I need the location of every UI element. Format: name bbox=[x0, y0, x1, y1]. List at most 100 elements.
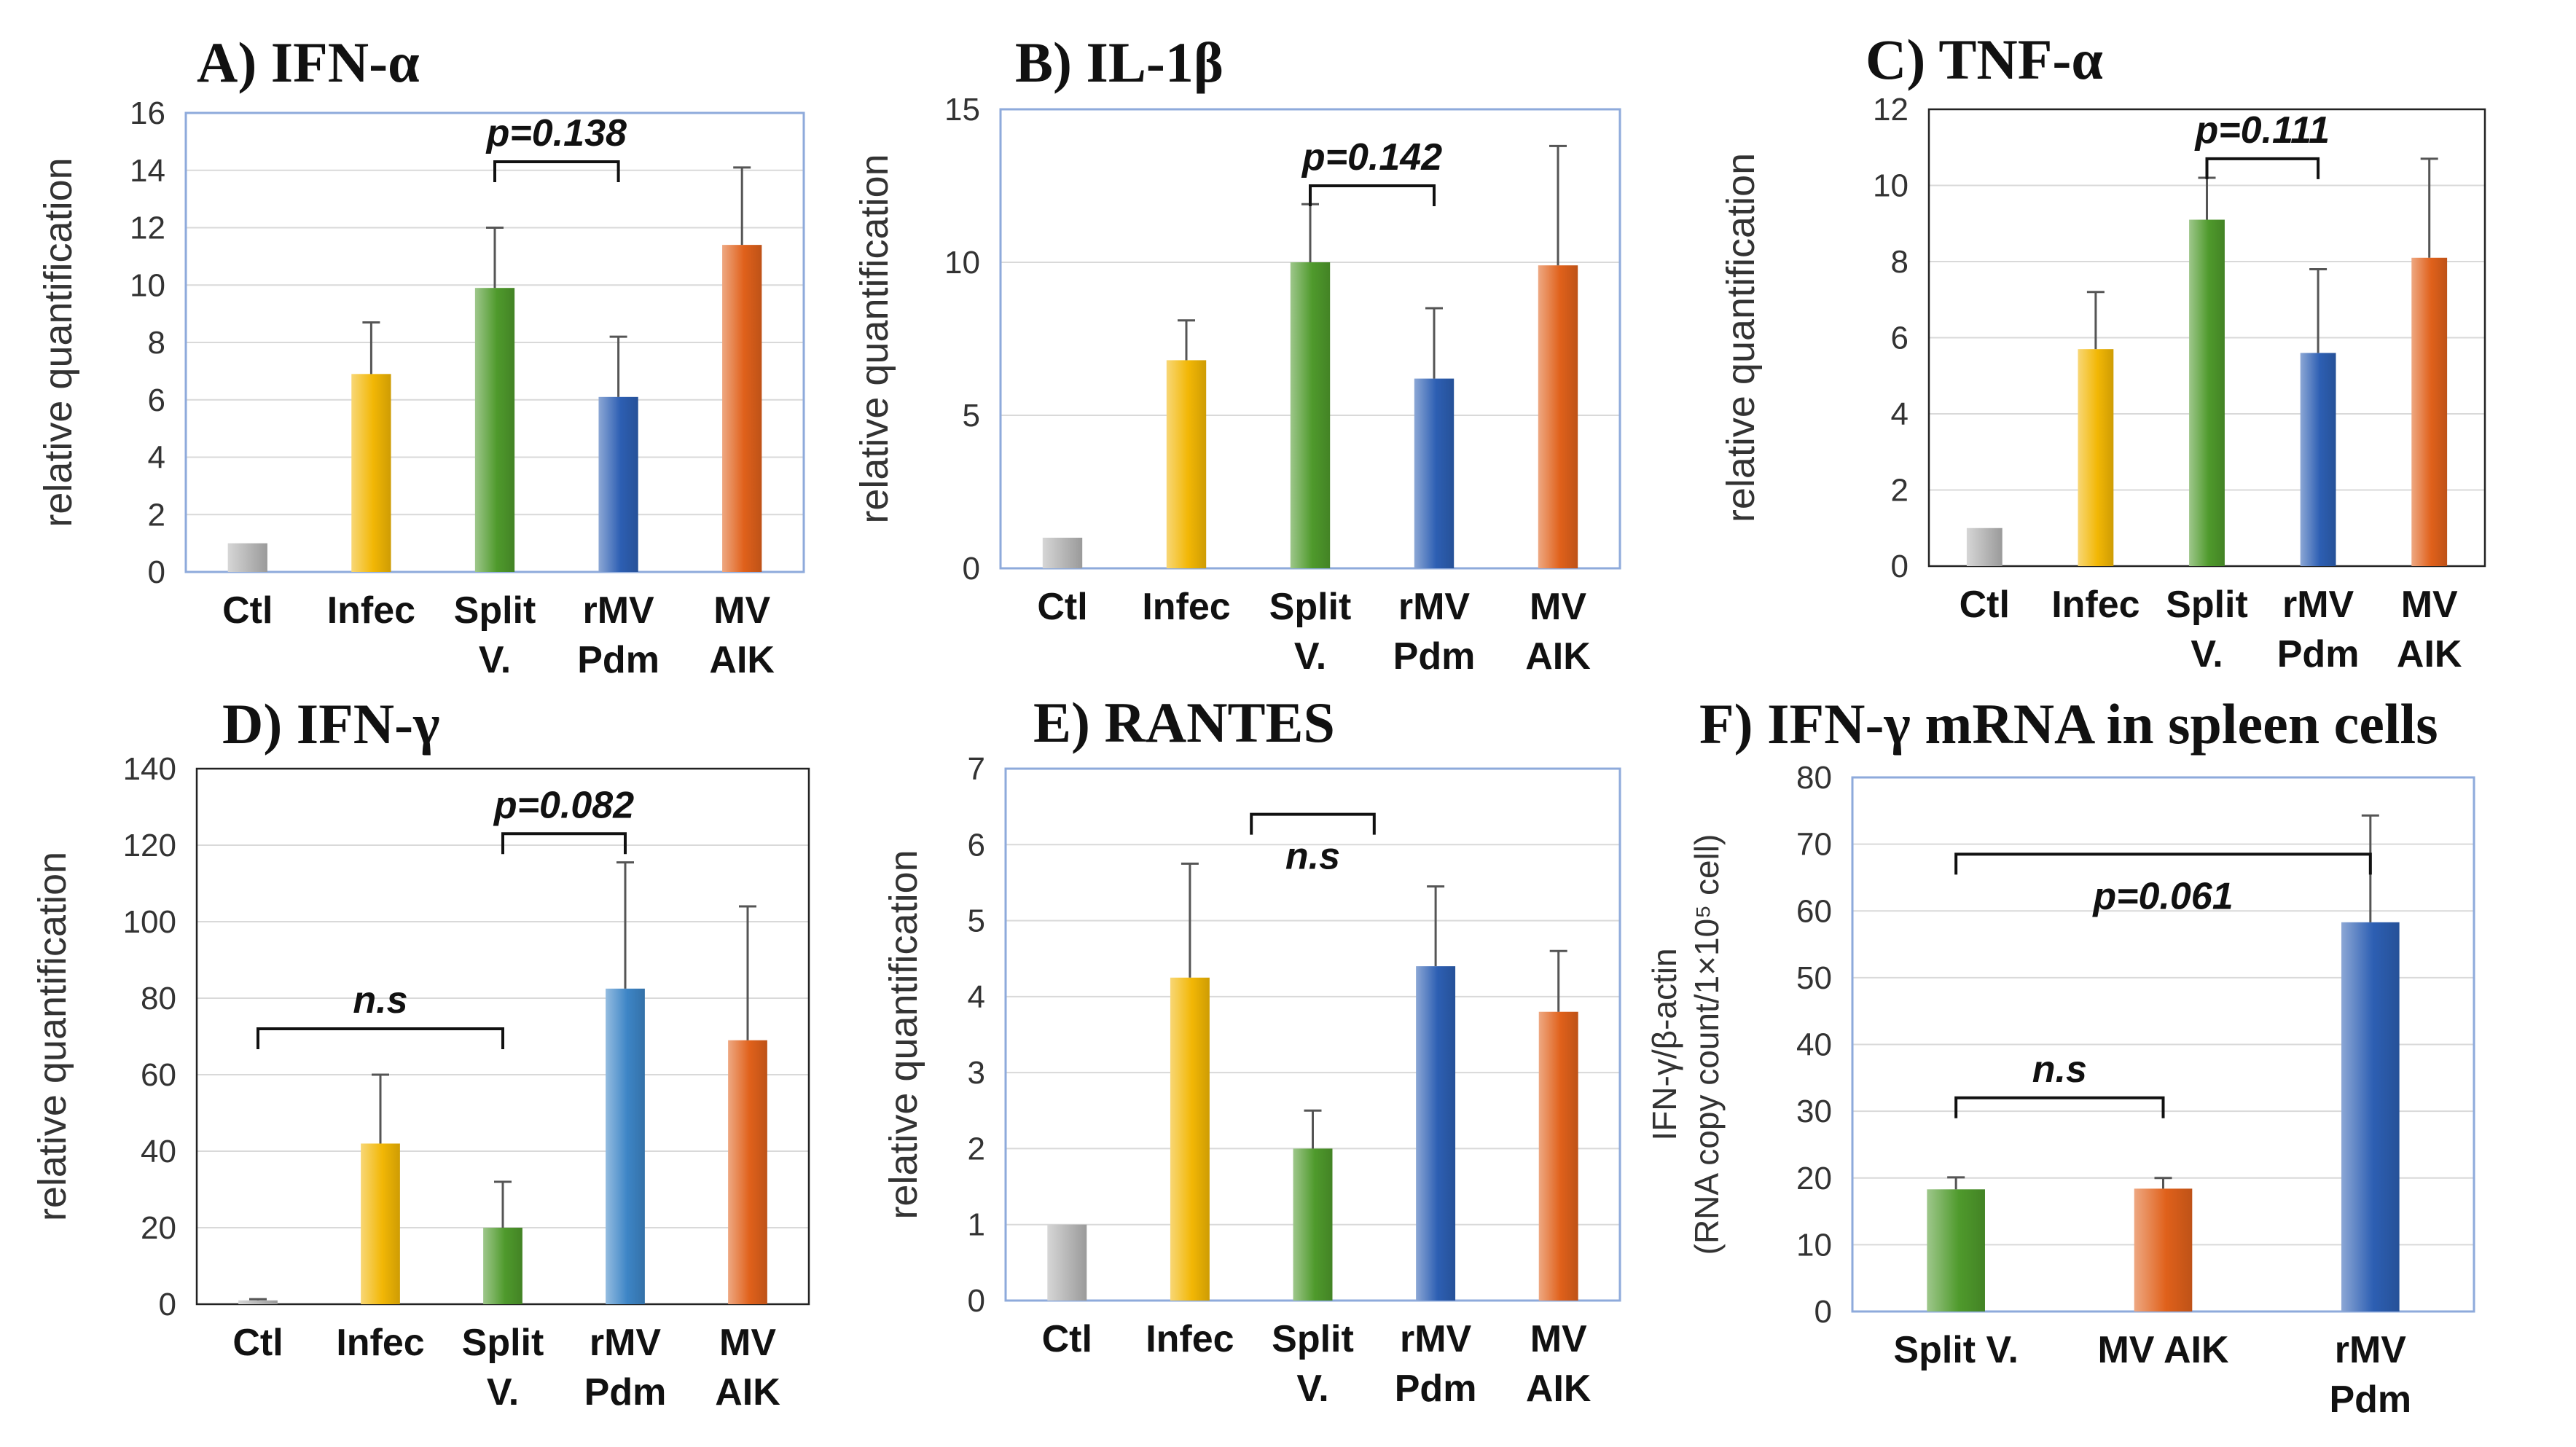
panel-a: A) IFN-α 0 2 4 6 8 10 12 14 16 relative quantifica… bbox=[36, 31, 805, 681]
chart-title: B) IL-1β bbox=[1015, 31, 1224, 94]
x-category-label: Infec bbox=[1146, 1318, 1234, 1360]
y-tick-label: 40 bbox=[1796, 1027, 1832, 1063]
x-category-label: V. bbox=[2191, 633, 2223, 675]
bar-infec bbox=[2078, 349, 2114, 566]
chart-title: E) RANTES bbox=[1033, 691, 1335, 754]
y-tick-label: 2 bbox=[148, 497, 165, 533]
y-tick-label: 80 bbox=[1796, 760, 1832, 796]
x-category-label: rMV bbox=[2335, 1329, 2407, 1371]
x-category-label: MV bbox=[1530, 586, 1586, 628]
y-tick-label: 10 bbox=[1796, 1227, 1832, 1263]
panel-d: D) IFN-γ 0 20 40 60 80 100 120 140 relative quant… bbox=[31, 692, 810, 1413]
x-category-label: AIK bbox=[1526, 1368, 1592, 1410]
x-category-label: rMV bbox=[2282, 584, 2354, 626]
x-category-label: Pdm bbox=[1393, 635, 1476, 678]
y-tick-label: 4 bbox=[968, 979, 985, 1015]
y-tick-label: 50 bbox=[1796, 960, 1832, 996]
y-tick-label: 30 bbox=[1796, 1094, 1832, 1129]
x-category-label: AIK bbox=[1525, 635, 1591, 678]
panel-b: B) IL-1β 0 5 10 15 relative quantification Ctl… bbox=[853, 31, 1621, 678]
x-category-label: Ctl bbox=[1042, 1318, 1092, 1360]
y-tick-label: 100 bbox=[123, 904, 176, 940]
significance-bracket bbox=[1954, 852, 2372, 875]
bar-mv-aik bbox=[1538, 265, 1578, 568]
y-tick-label: 0 bbox=[148, 554, 165, 590]
significance-bracket bbox=[1250, 812, 1376, 835]
y-tick-label: 60 bbox=[1796, 893, 1832, 929]
x-category-label: MV bbox=[2401, 584, 2458, 626]
x-category-label: Infec bbox=[1142, 586, 1230, 628]
y-tick-label: 0 bbox=[1891, 549, 1908, 584]
y-tick-label: 15 bbox=[944, 92, 980, 128]
y-tick-label: 60 bbox=[141, 1057, 176, 1093]
y-tick-label: 70 bbox=[1796, 827, 1832, 863]
x-category-label: rMV bbox=[582, 589, 654, 632]
y-tick-label: 4 bbox=[148, 440, 165, 476]
bar-split-v bbox=[2189, 219, 2225, 566]
significance-label: n.s bbox=[353, 979, 407, 1021]
bar-rmv-pdm bbox=[2341, 922, 2400, 1311]
y-tick-label: 16 bbox=[130, 95, 165, 131]
y-tick-label: 7 bbox=[968, 751, 985, 787]
x-category-label: MV bbox=[1530, 1318, 1587, 1360]
y-tick-label: 10 bbox=[944, 245, 980, 281]
x-category-label: Pdm bbox=[2329, 1379, 2411, 1421]
significance-bracket bbox=[2205, 157, 2320, 179]
x-category-label: Split bbox=[2166, 584, 2248, 626]
bar-infec bbox=[361, 1143, 400, 1304]
significance-bracket bbox=[493, 160, 620, 182]
significance-bracket bbox=[501, 832, 627, 855]
bar-ctl bbox=[1966, 528, 2003, 566]
significance-bracket bbox=[257, 1027, 504, 1049]
x-category-label: Split bbox=[1269, 586, 1352, 628]
significance-label: p=0.142 bbox=[1301, 136, 1442, 179]
y-tick-label: 120 bbox=[123, 828, 176, 863]
y-tick-label: 14 bbox=[130, 153, 165, 189]
y-tick-label: 8 bbox=[1891, 244, 1908, 280]
chart-title: F) IFN-γ mRNA in spleen cells bbox=[1699, 692, 2438, 756]
y-tick-label: 0 bbox=[1814, 1294, 1832, 1330]
bar-split-v bbox=[1293, 1148, 1333, 1301]
bar-ctl bbox=[238, 1300, 278, 1304]
x-category-label: rMV bbox=[1398, 586, 1471, 628]
y-axis-label: relative quantification bbox=[1719, 153, 1763, 522]
chart-title: C) TNF-α bbox=[1866, 28, 2103, 91]
x-category-label: Split V. bbox=[1893, 1329, 2018, 1371]
x-category-label: Infec bbox=[327, 589, 415, 632]
y-tick-label: 2 bbox=[1891, 473, 1908, 509]
y-tick-label: 0 bbox=[968, 1283, 985, 1319]
bar-rmv-pdm bbox=[1416, 966, 1456, 1301]
y-tick-label: 8 bbox=[148, 325, 165, 361]
significance-label: p=0.111 bbox=[2194, 109, 2330, 152]
x-category-label: MV bbox=[713, 589, 770, 632]
y-tick-label: 6 bbox=[148, 383, 165, 418]
y-tick-label: 4 bbox=[1891, 396, 1908, 432]
y-axis-label: relative quantification bbox=[31, 852, 74, 1221]
x-category-label: V. bbox=[479, 639, 511, 681]
bar-mv-aik bbox=[722, 245, 762, 572]
y-tick-label: 6 bbox=[1891, 321, 1908, 356]
x-category-label: MV AIK bbox=[2097, 1329, 2229, 1371]
bar-split-v bbox=[1290, 262, 1331, 568]
y-tick-label: 20 bbox=[141, 1210, 176, 1246]
x-category-label: Pdm bbox=[584, 1371, 667, 1413]
panel-e: E) RANTES 0 1 2 3 4 5 6 7 relative quantification… bbox=[882, 691, 1621, 1410]
x-category-label: AIK bbox=[709, 639, 775, 681]
significance-label: p=0.138 bbox=[485, 112, 627, 154]
y-tick-label: 20 bbox=[1796, 1161, 1832, 1196]
significance-bracket bbox=[1954, 1096, 2165, 1118]
x-category-label: AIK bbox=[2397, 633, 2462, 675]
bar-ctl bbox=[1047, 1224, 1087, 1301]
x-category-label: V. bbox=[1294, 635, 1326, 678]
significance-label: p=0.082 bbox=[493, 784, 634, 826]
chart-title: A) IFN-α bbox=[197, 31, 420, 94]
bar-split-v bbox=[474, 288, 515, 572]
x-category-label: V. bbox=[487, 1371, 519, 1413]
significance-bracket bbox=[1309, 184, 1436, 206]
x-category-label: Pdm bbox=[2277, 633, 2360, 675]
significance-label: p=0.061 bbox=[2091, 875, 2233, 917]
x-category-label: V. bbox=[1296, 1368, 1328, 1410]
bar-rmv-pdm bbox=[598, 396, 638, 572]
x-category-label: Ctl bbox=[1037, 586, 1087, 628]
